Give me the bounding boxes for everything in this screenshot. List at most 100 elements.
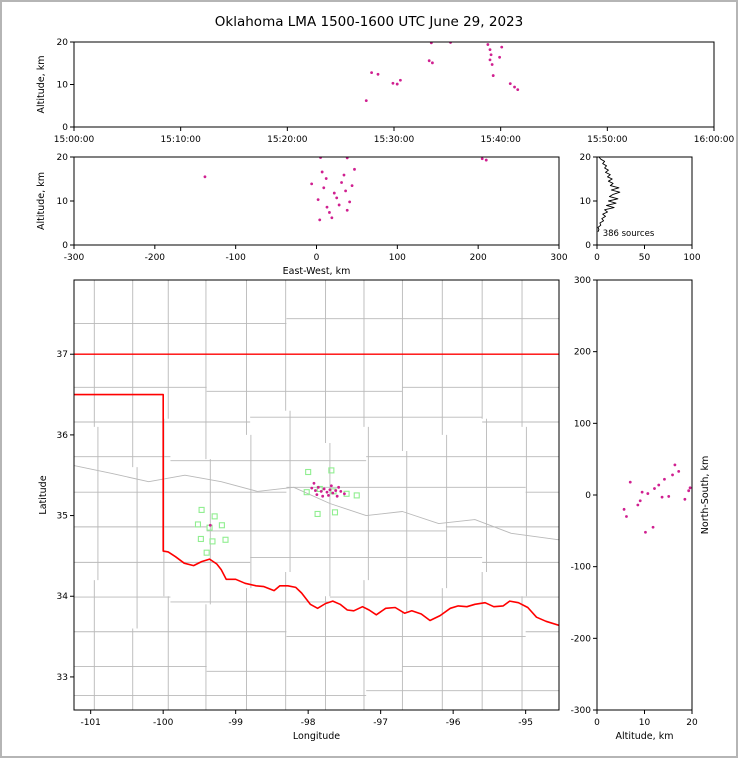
y-tick-label: 36 (57, 431, 69, 441)
x-axis-label: East-West, km (283, 266, 351, 277)
source-point (335, 494, 339, 498)
source-point (490, 63, 494, 66)
source-point (322, 487, 326, 491)
panel-ns-height: 0 10 20 300 200 100 0 -100 -200 -300 Altitude, km N… (571, 276, 711, 742)
x-tick-label: -95 (518, 718, 533, 728)
source-point (208, 523, 212, 527)
x-tick-label: 15:40:00 (480, 135, 521, 145)
y-tick-label: 10 (57, 81, 69, 91)
y-tick-label: -100 (571, 563, 592, 573)
source-point (508, 82, 512, 86)
source-point (488, 58, 492, 62)
y-tick-label: 300 (574, 276, 591, 286)
x-tick-label: -98 (301, 718, 316, 728)
x-tick-label: 15:20:00 (267, 135, 308, 145)
source-point (337, 203, 341, 207)
source-point (322, 186, 326, 190)
source-point (636, 503, 640, 507)
y-tick-label: 200 (574, 348, 591, 358)
source-point (625, 515, 628, 518)
x-tick-label: -100 (153, 718, 174, 728)
y-axis-label: North-South, km (700, 456, 711, 534)
x-tick-label: -300 (64, 253, 85, 263)
axes-frame (596, 279, 693, 711)
source-point (391, 81, 395, 85)
station-marker (328, 467, 335, 474)
x-tick-label: 15:30:00 (374, 135, 415, 145)
station-marker (222, 536, 229, 543)
source-point (657, 483, 661, 487)
y-tick-label: 20 (580, 153, 592, 163)
source-point (324, 177, 328, 180)
source-point (314, 489, 317, 492)
source-point (364, 99, 368, 103)
source-point (320, 170, 324, 174)
y-tick-label: 35 (57, 512, 68, 522)
source-point (342, 173, 346, 177)
source-point (622, 507, 626, 511)
station-marker (211, 513, 218, 520)
station-marker (331, 509, 339, 516)
source-point (203, 175, 207, 179)
source-point (516, 88, 520, 91)
source-point (399, 78, 402, 82)
station-marker (218, 522, 225, 529)
source-point (337, 485, 341, 489)
axes-frame (73, 156, 560, 246)
axes-frame (73, 41, 715, 128)
source-point (344, 189, 347, 193)
source-point (321, 494, 325, 498)
source-point (638, 499, 642, 503)
y-axis-label: Altitude, km (36, 56, 47, 114)
source-point (315, 493, 319, 496)
x-tick-label: 0 (314, 253, 320, 263)
x-tick-label: 15:10:00 (160, 135, 201, 145)
source-point (429, 42, 433, 45)
axes-frame (73, 279, 560, 711)
source-point (310, 182, 314, 186)
y-tick-label: -300 (571, 706, 592, 716)
altitude-count-line (597, 157, 621, 232)
source-point (484, 158, 488, 162)
y-axis-label: Altitude, km (36, 172, 47, 230)
y-tick-label: 0 (585, 491, 591, 501)
x-tick-label: 200 (470, 253, 487, 263)
x-tick-label: 100 (389, 253, 406, 263)
source-point (335, 196, 339, 200)
station-marker (303, 489, 310, 496)
source-point (498, 55, 501, 59)
y-tick-label: 37 (57, 350, 68, 360)
source-point (491, 74, 495, 77)
station-marker (198, 506, 205, 513)
source-point (395, 82, 399, 86)
y-tick-label: 20 (57, 38, 69, 48)
source-point (331, 491, 335, 495)
station-marker (209, 538, 216, 545)
source-point (310, 486, 314, 490)
source-point (343, 492, 346, 496)
x-tick-label: -99 (228, 718, 243, 728)
source-point (677, 469, 681, 473)
source-point (640, 490, 644, 494)
annotation-text: 386 sources (603, 229, 655, 239)
panel-ew-height: -300 -200 -100 0 100 200 300 0 10 20 East-West, km… (36, 153, 568, 277)
station-marker (197, 535, 204, 543)
source-point (513, 85, 516, 89)
source-point (334, 489, 338, 492)
station-marker (194, 521, 202, 528)
y-tick-label: 100 (574, 419, 591, 429)
source-point (486, 43, 490, 46)
source-point (330, 216, 334, 220)
x-tick-label: 50 (639, 253, 651, 263)
y-tick-label: 10 (580, 197, 592, 207)
source-point (489, 53, 493, 57)
x-tick-label: 0 (594, 253, 600, 263)
x-tick-label: 0 (594, 718, 600, 728)
source-point (671, 473, 674, 477)
panel-time-height: 15:00:00 15:10:00 15:20:00 15:30:00 15:40:00… (36, 38, 734, 145)
source-point (370, 71, 373, 74)
source-point (480, 157, 484, 161)
source-point (319, 489, 323, 493)
y-tick-label: 34 (57, 592, 69, 602)
source-point (673, 463, 677, 467)
